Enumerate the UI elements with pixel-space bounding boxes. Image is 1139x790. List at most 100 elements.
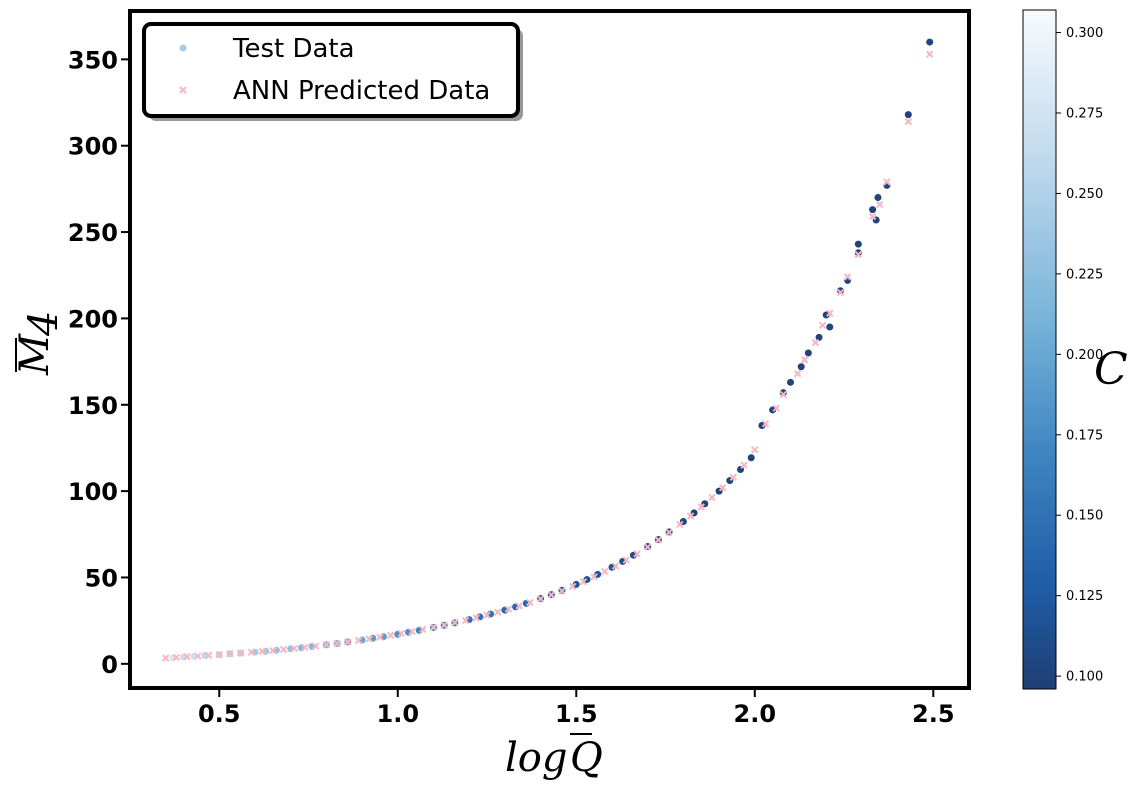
colorbar-tick-label: 0.125 (1066, 589, 1103, 604)
colorbar: 0.100 0.125 0.150 0.175 0.200 0.225 0.250 0.275… (1022, 9, 1128, 690)
ann-predicted-point (526, 598, 534, 607)
ann-predicted-point (344, 638, 352, 646)
ann-predicted-point (751, 445, 759, 454)
ann-predicted-point (494, 608, 502, 616)
ann-predicted-point (440, 621, 448, 629)
ann-predicted-point (258, 647, 266, 656)
ann-predicted-point (854, 250, 863, 259)
y-tick-label: 50 (85, 564, 118, 592)
test-data-point (854, 240, 862, 248)
test-data-point (826, 323, 834, 331)
ann-predicted-point (226, 650, 234, 658)
x-tick-label: 2.5 (912, 700, 955, 728)
ann-predicted-point (161, 654, 170, 662)
legend-ann-marker (179, 86, 187, 94)
test-data-point (822, 311, 830, 319)
test-data-point (804, 349, 812, 357)
y-axis-ticks: 0 50 100 150 200 250 300 350 (68, 46, 128, 679)
test-data-point (926, 38, 934, 46)
ann-predicted-point (904, 117, 913, 126)
colorbar-tick-label: 0.100 (1066, 670, 1103, 685)
test-data-point (747, 454, 755, 462)
ann-predicted-point (622, 556, 630, 564)
ann-predicted-point (419, 625, 427, 634)
test-data-point (854, 249, 862, 257)
ann-predicted-point (601, 567, 609, 576)
ann-predicted-point (279, 645, 288, 654)
test-data-point (758, 421, 766, 429)
ann-predicted-point (376, 633, 384, 641)
legend-test-label: Test Data (232, 34, 355, 64)
ann-predicted-point (183, 653, 191, 661)
ann-predicted-point (811, 338, 820, 347)
ann-predicted-point (204, 651, 213, 660)
ann-predicted-point (686, 512, 695, 520)
ann-predicted-point (718, 483, 727, 492)
ann-predicted-point (290, 644, 298, 653)
plot-area: 0.5 1.0 1.5 2.0 2.5 0 50 100 150 200 250 300 350 (68, 9, 971, 728)
colorbar-gradient (1022, 9, 1057, 690)
x-tick-label: 1.5 (555, 700, 598, 728)
test-data-point (869, 206, 877, 214)
ann-predicted-point (558, 587, 566, 595)
test-data-point (786, 378, 794, 386)
y-tick-label: 150 (68, 392, 118, 420)
ann-predicted-point (643, 543, 652, 551)
ann-predicted-point (826, 309, 834, 317)
ann-predicted-point (868, 212, 877, 221)
ann-predicted-point (801, 356, 809, 364)
y-tick-label: 200 (68, 305, 118, 333)
colorbar-tick-label: 0.175 (1066, 428, 1103, 443)
ann-predicted-point (451, 619, 459, 627)
x-tick-label: 0.5 (198, 700, 241, 728)
test-data-points (169, 38, 934, 662)
ann-predicted-point (269, 646, 277, 655)
ann-predicted-point (322, 641, 331, 649)
ann-predicted-point (429, 623, 438, 632)
test-data-point (572, 580, 580, 588)
ann-predicted-point (194, 652, 202, 660)
ann-predicted-point (515, 602, 523, 610)
svg-text:log: log (505, 735, 567, 781)
test-data-point (836, 287, 844, 295)
x-tick-label: 2.0 (734, 700, 777, 728)
colorbar-tick-label: 0.225 (1066, 267, 1103, 282)
ann-predicted-point (236, 649, 245, 657)
x-tick-label: 1.0 (377, 700, 420, 728)
ann-predicted-point (793, 369, 802, 378)
ann-predicted-point (301, 643, 309, 652)
test-data-point (815, 333, 823, 341)
ann-predicted-point (665, 528, 673, 537)
ann-predicted-point (883, 178, 891, 186)
colorbar-label: C (1094, 344, 1128, 395)
y-tick-label: 250 (68, 219, 118, 247)
ann-predicted-point (633, 550, 641, 558)
ann-predicted-point (311, 642, 320, 650)
test-data-point (769, 406, 777, 414)
legend: Test Data ANN Predicted Data (142, 22, 520, 118)
ann-predicted-point (247, 648, 256, 656)
legend-test-marker (179, 44, 187, 52)
ann-predicted-point (386, 631, 395, 640)
x-axis-label-q: Q (570, 735, 603, 781)
ann-predicted-point (729, 473, 738, 482)
colorbar-tick-label: 0.250 (1066, 187, 1103, 202)
legend-ann-label: ANN Predicted Data (233, 76, 490, 106)
ann-predicted-point (676, 520, 684, 529)
y-tick-label: 0 (101, 651, 118, 679)
ann-predicted-point (876, 200, 884, 209)
ann-predicted-point (536, 595, 545, 603)
ann-predicted-point (547, 591, 555, 599)
ann-predicted-point (843, 273, 852, 281)
ann-predicted-point (590, 573, 598, 581)
ann-predicted-point (579, 578, 588, 586)
ann-predicted-point (483, 611, 491, 619)
ann-predicted-point (215, 650, 223, 659)
ann-predicted-point (408, 627, 416, 636)
y-tick-label: 350 (68, 46, 118, 74)
x-axis-label: log Q (505, 733, 603, 781)
ann-predicted-point (654, 536, 663, 544)
y-tick-label: 100 (68, 478, 118, 506)
ann-predicted-point (504, 605, 513, 613)
